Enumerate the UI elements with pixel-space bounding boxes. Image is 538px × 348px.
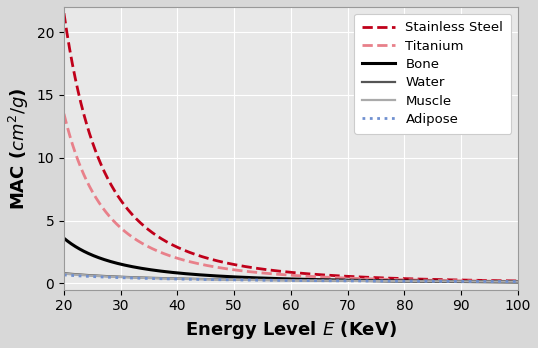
Titanium: [515, 279, 521, 284]
Bone: [89, 253, 95, 257]
Water: [61, 271, 67, 275]
Bone: [405, 279, 412, 283]
Muscle: [405, 279, 412, 283]
Line: Titanium: Titanium: [64, 114, 518, 282]
Bone: [336, 278, 343, 282]
Adipose: [336, 279, 343, 283]
Stainless Steel: [350, 275, 356, 279]
Titanium: [336, 276, 343, 280]
Adipose: [451, 279, 458, 284]
Line: Stainless Steel: Stainless Steel: [64, 13, 518, 281]
Muscle: [89, 274, 95, 278]
Adipose: [515, 279, 521, 284]
Adipose: [89, 275, 95, 279]
Titanium: [89, 189, 95, 193]
Titanium: [61, 112, 67, 116]
Adipose: [405, 279, 412, 283]
Water: [451, 279, 458, 283]
Adipose: [61, 273, 67, 277]
Stainless Steel: [515, 279, 521, 283]
Muscle: [324, 279, 331, 283]
Stainless Steel: [61, 11, 67, 15]
Water: [515, 279, 521, 284]
Titanium: [324, 275, 331, 279]
Water: [350, 279, 356, 283]
Y-axis label: MAC ($cm^2/g$): MAC ($cm^2/g$): [7, 87, 31, 209]
Muscle: [336, 279, 343, 283]
Stainless Steel: [324, 273, 331, 277]
Muscle: [515, 279, 521, 284]
Water: [324, 278, 331, 283]
Water: [405, 279, 412, 283]
Stainless Steel: [89, 139, 95, 143]
X-axis label: Energy Level $E$ (KeV): Energy Level $E$ (KeV): [185, 319, 397, 341]
Water: [89, 273, 95, 277]
Muscle: [350, 279, 356, 283]
Bone: [61, 236, 67, 240]
Muscle: [61, 271, 67, 276]
Line: Adipose: Adipose: [64, 275, 518, 282]
Stainless Steel: [451, 278, 458, 282]
Water: [336, 279, 343, 283]
Bone: [324, 278, 331, 282]
Bone: [515, 280, 521, 284]
Bone: [350, 278, 356, 283]
Muscle: [451, 279, 458, 284]
Titanium: [350, 276, 356, 280]
Titanium: [451, 279, 458, 283]
Stainless Steel: [405, 277, 412, 281]
Legend: Stainless Steel, Titanium, Bone, Water, Muscle, Adipose: Stainless Steel, Titanium, Bone, Water, …: [354, 14, 511, 134]
Titanium: [405, 278, 412, 282]
Line: Bone: Bone: [64, 238, 518, 282]
Bone: [451, 279, 458, 284]
Stainless Steel: [336, 274, 343, 278]
Adipose: [324, 279, 331, 283]
Line: Muscle: Muscle: [64, 274, 518, 282]
Line: Water: Water: [64, 273, 518, 282]
Adipose: [350, 279, 356, 283]
